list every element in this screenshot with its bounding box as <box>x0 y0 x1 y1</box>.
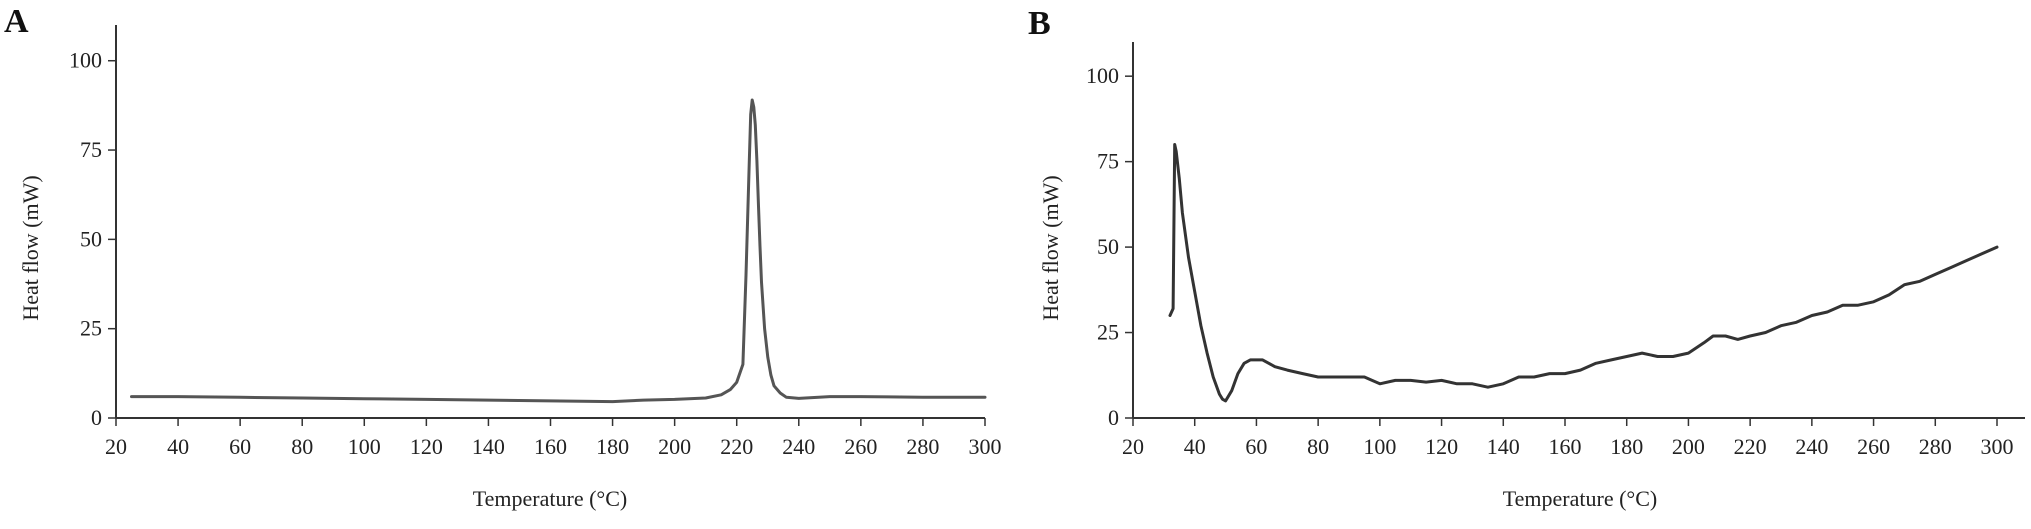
x-tick-label: 100 <box>1363 434 1396 459</box>
panel-a-y-ticks: 0 25 50 75 100 <box>69 48 116 430</box>
y-tick-label: 50 <box>80 226 102 251</box>
x-tick-label: 200 <box>1672 434 1705 459</box>
x-tick-label: 120 <box>1425 434 1458 459</box>
x-tick-label: 280 <box>1919 434 1952 459</box>
x-tick-label: 160 <box>1549 434 1582 459</box>
panel-b-heat-flow-line <box>1168 143 1999 403</box>
x-tick-label: 100 <box>348 434 381 459</box>
x-tick-label: 180 <box>1610 434 1643 459</box>
x-tick-label: 180 <box>596 434 629 459</box>
y-tick-label: 25 <box>1097 320 1119 345</box>
y-tick-label: 75 <box>80 137 102 162</box>
x-tick-label: 20 <box>105 434 127 459</box>
panel-b-x-ticks: 20 40 60 80 100 120 140 160 180 200 220 240 260 280 30… <box>1122 418 2014 459</box>
panel-a-x-ticks: 20 40 60 80 100 120 140 160 180 200 220 240 260 280 30… <box>105 418 1002 459</box>
panel-b-label: B <box>1028 5 1051 42</box>
x-tick-label: 80 <box>291 434 313 459</box>
y-tick-label: 25 <box>80 316 102 341</box>
x-tick-label: 240 <box>782 434 815 459</box>
y-tick-label: 100 <box>69 48 102 73</box>
y-tick-label: 75 <box>1097 149 1119 174</box>
x-tick-label: 300 <box>969 434 1002 459</box>
y-tick-label: 50 <box>1097 234 1119 259</box>
x-tick-label: 20 <box>1122 434 1144 459</box>
x-tick-label: 60 <box>1245 434 1267 459</box>
x-tick-label: 260 <box>1857 434 1890 459</box>
x-tick-label: 260 <box>844 434 877 459</box>
x-tick-label: 140 <box>472 434 505 459</box>
panel-a-label: A <box>4 3 29 40</box>
panel-b-x-axis-title: Temperature (°C) <box>1503 486 1657 511</box>
panel-b-y-ticks: 0 25 50 75 100 <box>1086 63 1133 430</box>
y-tick-label: 0 <box>91 405 102 430</box>
x-tick-label: 40 <box>1184 434 1206 459</box>
x-tick-label: 160 <box>534 434 567 459</box>
panel-a-x-axis-title: Temperature (°C) <box>473 486 627 511</box>
panel-a-y-axis-title: Heat flow (mW) <box>18 175 43 320</box>
x-tick-label: 80 <box>1307 434 1329 459</box>
x-tick-label: 60 <box>229 434 251 459</box>
x-tick-label: 200 <box>658 434 691 459</box>
x-tick-label: 120 <box>410 434 443 459</box>
x-tick-label: 280 <box>906 434 939 459</box>
x-tick-label: 220 <box>1734 434 1767 459</box>
panel-b-y-axis-title: Heat flow (mW) <box>1038 175 1063 320</box>
x-tick-label: 40 <box>167 434 189 459</box>
x-tick-label: 140 <box>1487 434 1520 459</box>
y-tick-label: 100 <box>1086 63 1119 88</box>
y-tick-label: 0 <box>1108 405 1119 430</box>
x-tick-label: 240 <box>1795 434 1828 459</box>
panel-a-heat-flow-line <box>130 98 987 404</box>
x-tick-label: 300 <box>1981 434 2014 459</box>
x-tick-label: 220 <box>720 434 753 459</box>
